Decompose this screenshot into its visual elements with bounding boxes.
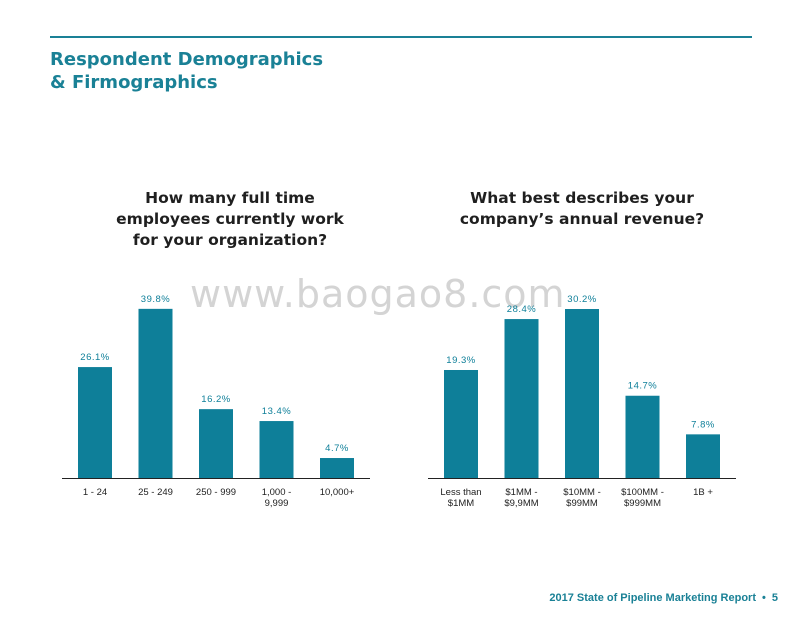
revenue-category-label-5: 1B +	[693, 487, 713, 498]
revenue-value-label-2: 28.4%	[507, 304, 536, 315]
employees-category-label-5: 10,000+	[320, 487, 355, 498]
footer-separator: •	[762, 592, 766, 604]
footer-page-number: 5	[771, 592, 778, 604]
employees-chart-title-line-3: for your organization?	[132, 231, 328, 249]
employees-value-label-1: 26.1%	[80, 352, 109, 363]
page-title-line-2: & Firmographics	[50, 72, 218, 93]
revenue-value-label-4: 14.7%	[628, 381, 657, 392]
employees-value-label-4: 13.4%	[262, 406, 291, 417]
footer: 2017 State of Pipeline Marketing Report •…	[549, 592, 778, 604]
revenue-chart-title-line-1: What best describes your	[470, 189, 694, 207]
revenue-bar-2	[504, 319, 539, 478]
revenue-category-label-3: $10MM -$99MM	[563, 487, 600, 509]
revenue-bar-5	[686, 434, 720, 478]
employees-value-label-3: 16.2%	[201, 394, 230, 405]
employees-category-label-2: 25 - 249	[138, 487, 173, 498]
revenue-bar-1	[444, 369, 478, 478]
employees-category-label-4: 1,000 -9,999	[262, 487, 292, 509]
revenue-value-label-1: 19.3%	[446, 355, 475, 366]
revenue-category-label-4: $100MM -$999MM	[621, 487, 664, 509]
revenue-category-label-2: $1MM -$9,9MM	[504, 487, 538, 509]
employees-category-label-3: 250 - 999	[196, 487, 236, 498]
revenue-value-label-5: 7.8%	[691, 419, 715, 430]
revenue-bar-4	[625, 395, 660, 478]
employees-value-label-5: 4.7%	[325, 443, 349, 454]
revenue-value-label-3: 30.2%	[567, 294, 596, 305]
page-title: Respondent Demographics & Firmographics	[50, 48, 323, 94]
footer-report-title: 2017 State of Pipeline Marketing Report	[549, 592, 757, 604]
employees-bar-4	[259, 421, 294, 478]
revenue-bar-3	[565, 309, 599, 478]
employees-chart-title-line-2: employees currently work	[116, 210, 344, 228]
watermark: www.baogao8.com	[190, 272, 566, 316]
revenue-category-label-1: Less than $1MM	[440, 487, 481, 509]
top-rule	[50, 36, 752, 38]
employees-chart-title-line-1: How many full time	[145, 189, 315, 207]
employees-value-label-2: 39.8%	[141, 294, 170, 305]
page-title-line-1: Respondent Demographics	[50, 49, 324, 70]
employees-bar-2	[138, 308, 173, 478]
employees-bar-5	[320, 458, 354, 478]
employees-category-label-1: 1 - 24	[83, 487, 107, 498]
employees-bar-1	[78, 367, 112, 478]
employees-bar-3	[199, 409, 233, 478]
revenue-chart-title-line-2: company’s annual revenue?	[459, 210, 705, 228]
revenue-chart-title: What best describes your company’s annua…	[432, 188, 732, 230]
employees-chart-title: How many full time employees currently w…	[70, 188, 390, 251]
